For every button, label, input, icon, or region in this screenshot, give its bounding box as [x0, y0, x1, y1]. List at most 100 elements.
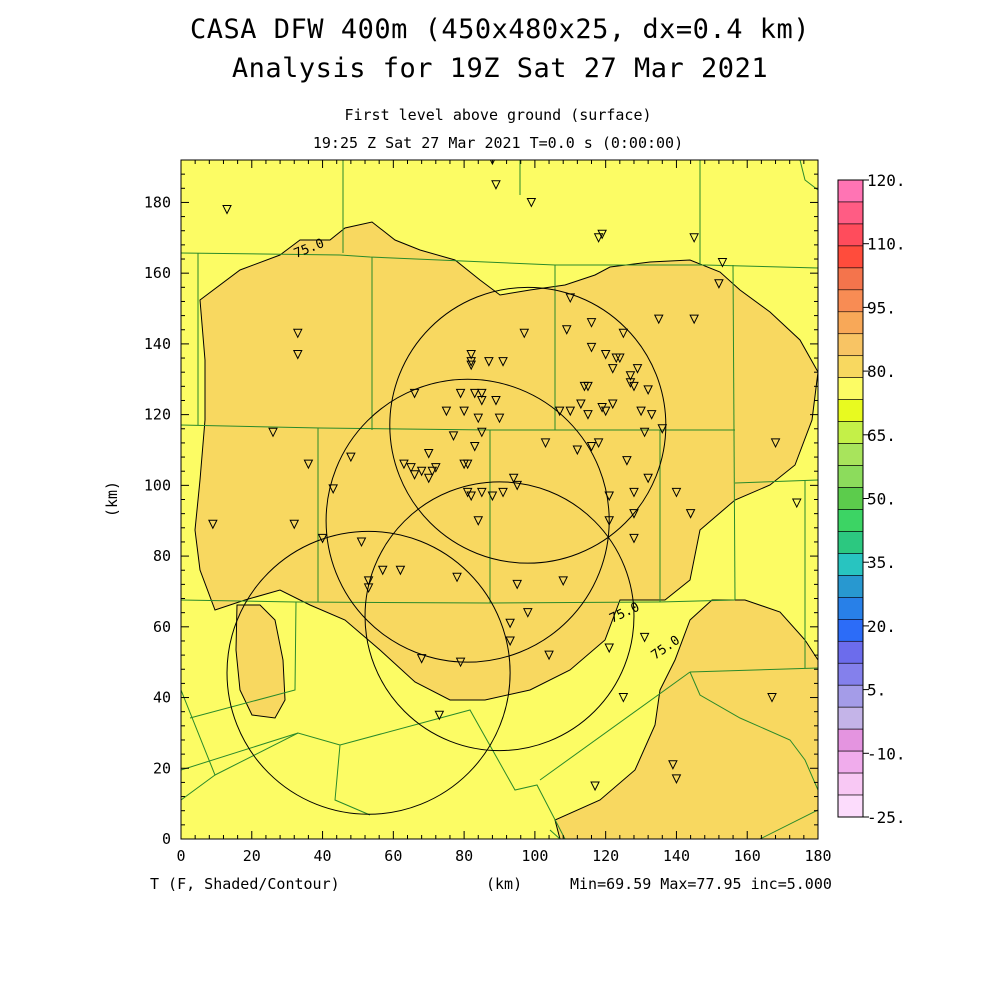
station-marker — [607, 399, 618, 410]
station-marker — [466, 360, 476, 371]
colorbar-label: -10. — [867, 744, 906, 763]
x-tick-label: 160 — [734, 847, 761, 865]
station-marker — [476, 388, 487, 399]
station-marker — [476, 395, 487, 406]
station-marker — [653, 314, 664, 325]
colorbar-swatch — [837, 772, 864, 796]
station-marker — [423, 449, 434, 459]
station-marker — [685, 509, 696, 519]
station-marker — [540, 438, 551, 449]
station-marker — [476, 427, 487, 438]
station-marker — [484, 357, 494, 367]
station-marker — [356, 537, 367, 548]
station-marker — [607, 364, 618, 374]
station-marker — [554, 406, 565, 417]
station-marker — [473, 413, 484, 424]
station-marker — [689, 314, 699, 325]
station-marker — [586, 441, 597, 452]
station-marker — [459, 406, 469, 417]
y-tick-label: 120 — [144, 406, 171, 424]
y-tick-label: 0 — [162, 830, 171, 848]
station-marker — [222, 205, 232, 215]
colorbar-label: 120. — [867, 171, 906, 190]
x-axis-label: (km) — [486, 875, 523, 893]
colorbar-label: 80. — [867, 362, 896, 381]
y-axis: 0 20 40 60 80 100 120 140 160 180 — [144, 159, 818, 848]
colorbar-label: -25. — [867, 808, 906, 827]
colorbar-label: 20. — [867, 617, 896, 636]
station-marker — [791, 498, 802, 509]
chart-title-line2: Analysis for 19Z Sat 27 Mar 2021 — [231, 53, 769, 84]
colorbar-swatch — [837, 289, 864, 313]
station-marker — [395, 565, 406, 576]
y-axis-label: (km) — [103, 481, 121, 517]
warm-region-southeast — [554, 599, 818, 839]
station-marker — [289, 519, 300, 530]
station-marker — [455, 657, 466, 668]
y-tick-label: 40 — [153, 689, 171, 707]
station-marker — [717, 258, 728, 268]
station-marker — [643, 473, 653, 484]
x-tick-label: 20 — [243, 847, 261, 865]
station-marker — [671, 487, 682, 498]
colorbar-swatch — [837, 662, 864, 686]
colorbar-swatch — [837, 706, 864, 730]
x-tick-label: 100 — [521, 847, 548, 865]
county-line — [181, 732, 299, 771]
station-marker — [317, 533, 328, 544]
station-marker — [469, 441, 480, 452]
colorbar-label: 35. — [867, 553, 896, 572]
colorbar-swatch — [837, 267, 864, 291]
station-marker — [604, 491, 615, 502]
radar-range-ring — [325, 378, 610, 663]
station-marker — [558, 576, 569, 586]
colorbar-swatch — [837, 311, 864, 335]
colorbar-swatch — [837, 179, 864, 203]
station-marker — [363, 583, 374, 594]
colorbar-swatch — [837, 487, 864, 510]
station-marker — [494, 413, 505, 424]
station-marker — [629, 487, 639, 498]
station-marker — [469, 388, 480, 399]
station-marker — [632, 364, 643, 374]
station-marker — [505, 618, 515, 629]
station-marker — [498, 487, 508, 498]
colorbar-swatch — [837, 355, 864, 378]
colorbar-swatch — [837, 245, 864, 269]
radar-range-ring — [226, 530, 511, 815]
colorbar-swatch — [837, 531, 864, 554]
station-marker — [526, 197, 537, 208]
colorbar-swatch — [837, 640, 864, 664]
station-marker — [565, 293, 576, 304]
county-line — [539, 671, 691, 781]
station-marker — [689, 233, 699, 243]
station-marker — [565, 406, 576, 417]
station-marker — [583, 381, 593, 392]
colorbar-label: 5. — [867, 681, 886, 700]
chart-time-label: 19:25 Z Sat 27 Mar 2021 T=0.0 s (0:00:00… — [312, 134, 684, 152]
variable-label: T (F, Shaded/Contour) — [150, 875, 340, 893]
station-marker — [604, 643, 615, 654]
x-tick-label: 60 — [384, 847, 402, 865]
colorbar-swatch — [837, 377, 864, 400]
colorbar: 120. 110. 95. 80. 65. 50. 35. 20. 5. -10. -25. — [837, 171, 906, 827]
county-line — [181, 774, 216, 801]
station-marker — [512, 480, 523, 491]
station-marker — [476, 487, 487, 498]
station-marker — [430, 463, 441, 473]
station-marker — [268, 427, 278, 438]
county-line — [689, 667, 818, 673]
station-marker — [629, 533, 639, 544]
county-line — [759, 809, 818, 839]
station-marker — [363, 576, 374, 586]
colorbar-swatch — [837, 597, 864, 620]
station-marker — [473, 516, 484, 526]
station-layer — [208, 160, 802, 792]
chart-title: CASA DFW 400m (450x480x25, dx=0.4 km) — [190, 14, 810, 45]
station-marker — [303, 459, 314, 470]
station-marker — [519, 328, 530, 339]
station-marker — [292, 328, 303, 339]
station-marker — [406, 463, 416, 473]
station-marker — [629, 381, 639, 392]
colorbar-swatch — [837, 465, 864, 488]
